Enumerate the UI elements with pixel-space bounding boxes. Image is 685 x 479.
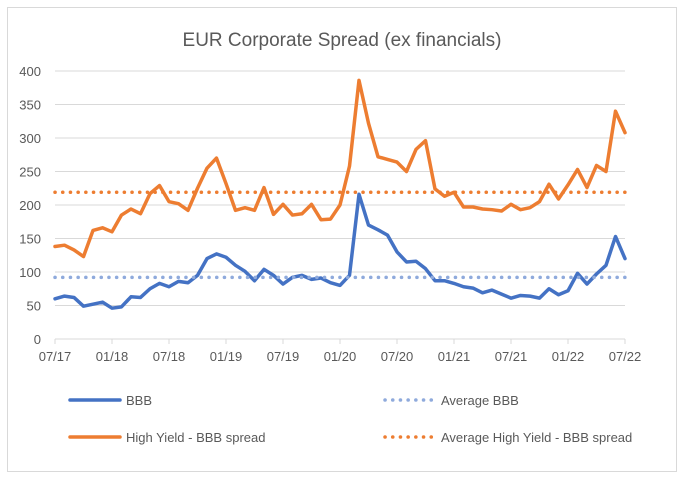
chart-title: EUR Corporate Spread (ex financials) — [183, 30, 502, 51]
legend-label-2: High Yield - BBB spread — [126, 430, 265, 445]
x-tick-label: 07/19 — [267, 349, 300, 364]
legend-label-1: Average BBB — [441, 393, 519, 408]
x-tick-label: 01/21 — [438, 349, 471, 364]
legend-label-0: BBB — [126, 393, 152, 408]
chart-frame — [7, 7, 677, 472]
series-line-2 — [53, 78, 627, 259]
y-tick-label: 150 — [19, 232, 41, 247]
y-tick-label: 50 — [27, 299, 41, 314]
legend-label-3: Average High Yield - BBB spread — [441, 430, 632, 445]
x-tick-label: 01/19 — [210, 349, 243, 364]
x-tick-label: 07/21 — [495, 349, 528, 364]
x-tick-label: 01/20 — [324, 349, 357, 364]
x-tick-label: 07/20 — [381, 349, 414, 364]
x-tick-label: 07/18 — [153, 349, 186, 364]
series-line-0 — [53, 192, 627, 310]
y-tick-label: 100 — [19, 265, 41, 280]
y-tick-label: 350 — [19, 98, 41, 113]
y-tick-label: 200 — [19, 198, 41, 213]
x-tick-label: 01/18 — [96, 349, 129, 364]
y-tick-label: 250 — [19, 165, 41, 180]
x-tick-label: 01/22 — [552, 349, 585, 364]
y-tick-label: 400 — [19, 64, 41, 79]
x-tick-label: 07/22 — [609, 349, 642, 364]
y-tick-label: 0 — [34, 332, 41, 347]
x-tick-label: 07/17 — [39, 349, 72, 364]
y-tick-label: 300 — [19, 131, 41, 146]
